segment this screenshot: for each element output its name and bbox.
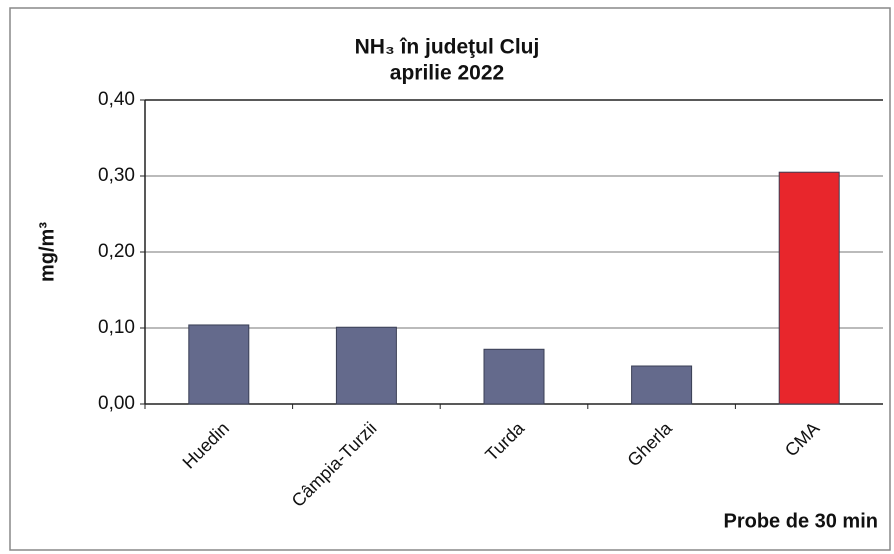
bar bbox=[483, 348, 545, 405]
y-tick-label: 0,00 bbox=[98, 393, 135, 414]
chart-subtitle: aprilie 2022 bbox=[390, 62, 504, 85]
chart-title: NH₃ în judeţul Cluj bbox=[355, 36, 540, 59]
bar bbox=[778, 171, 840, 405]
x-axis-label: Probe de 30 min bbox=[724, 510, 879, 532]
y-tick-label: 0,40 bbox=[98, 89, 135, 110]
y-tick-label: 0,20 bbox=[98, 241, 135, 262]
bar bbox=[188, 324, 250, 405]
y-axis-label: mg/m³ bbox=[36, 222, 58, 282]
bar bbox=[335, 326, 397, 405]
y-tick-label: 0,10 bbox=[98, 317, 135, 338]
y-tick-label: 0,30 bbox=[98, 165, 135, 186]
chart-frame bbox=[9, 7, 891, 551]
bar bbox=[631, 365, 693, 405]
